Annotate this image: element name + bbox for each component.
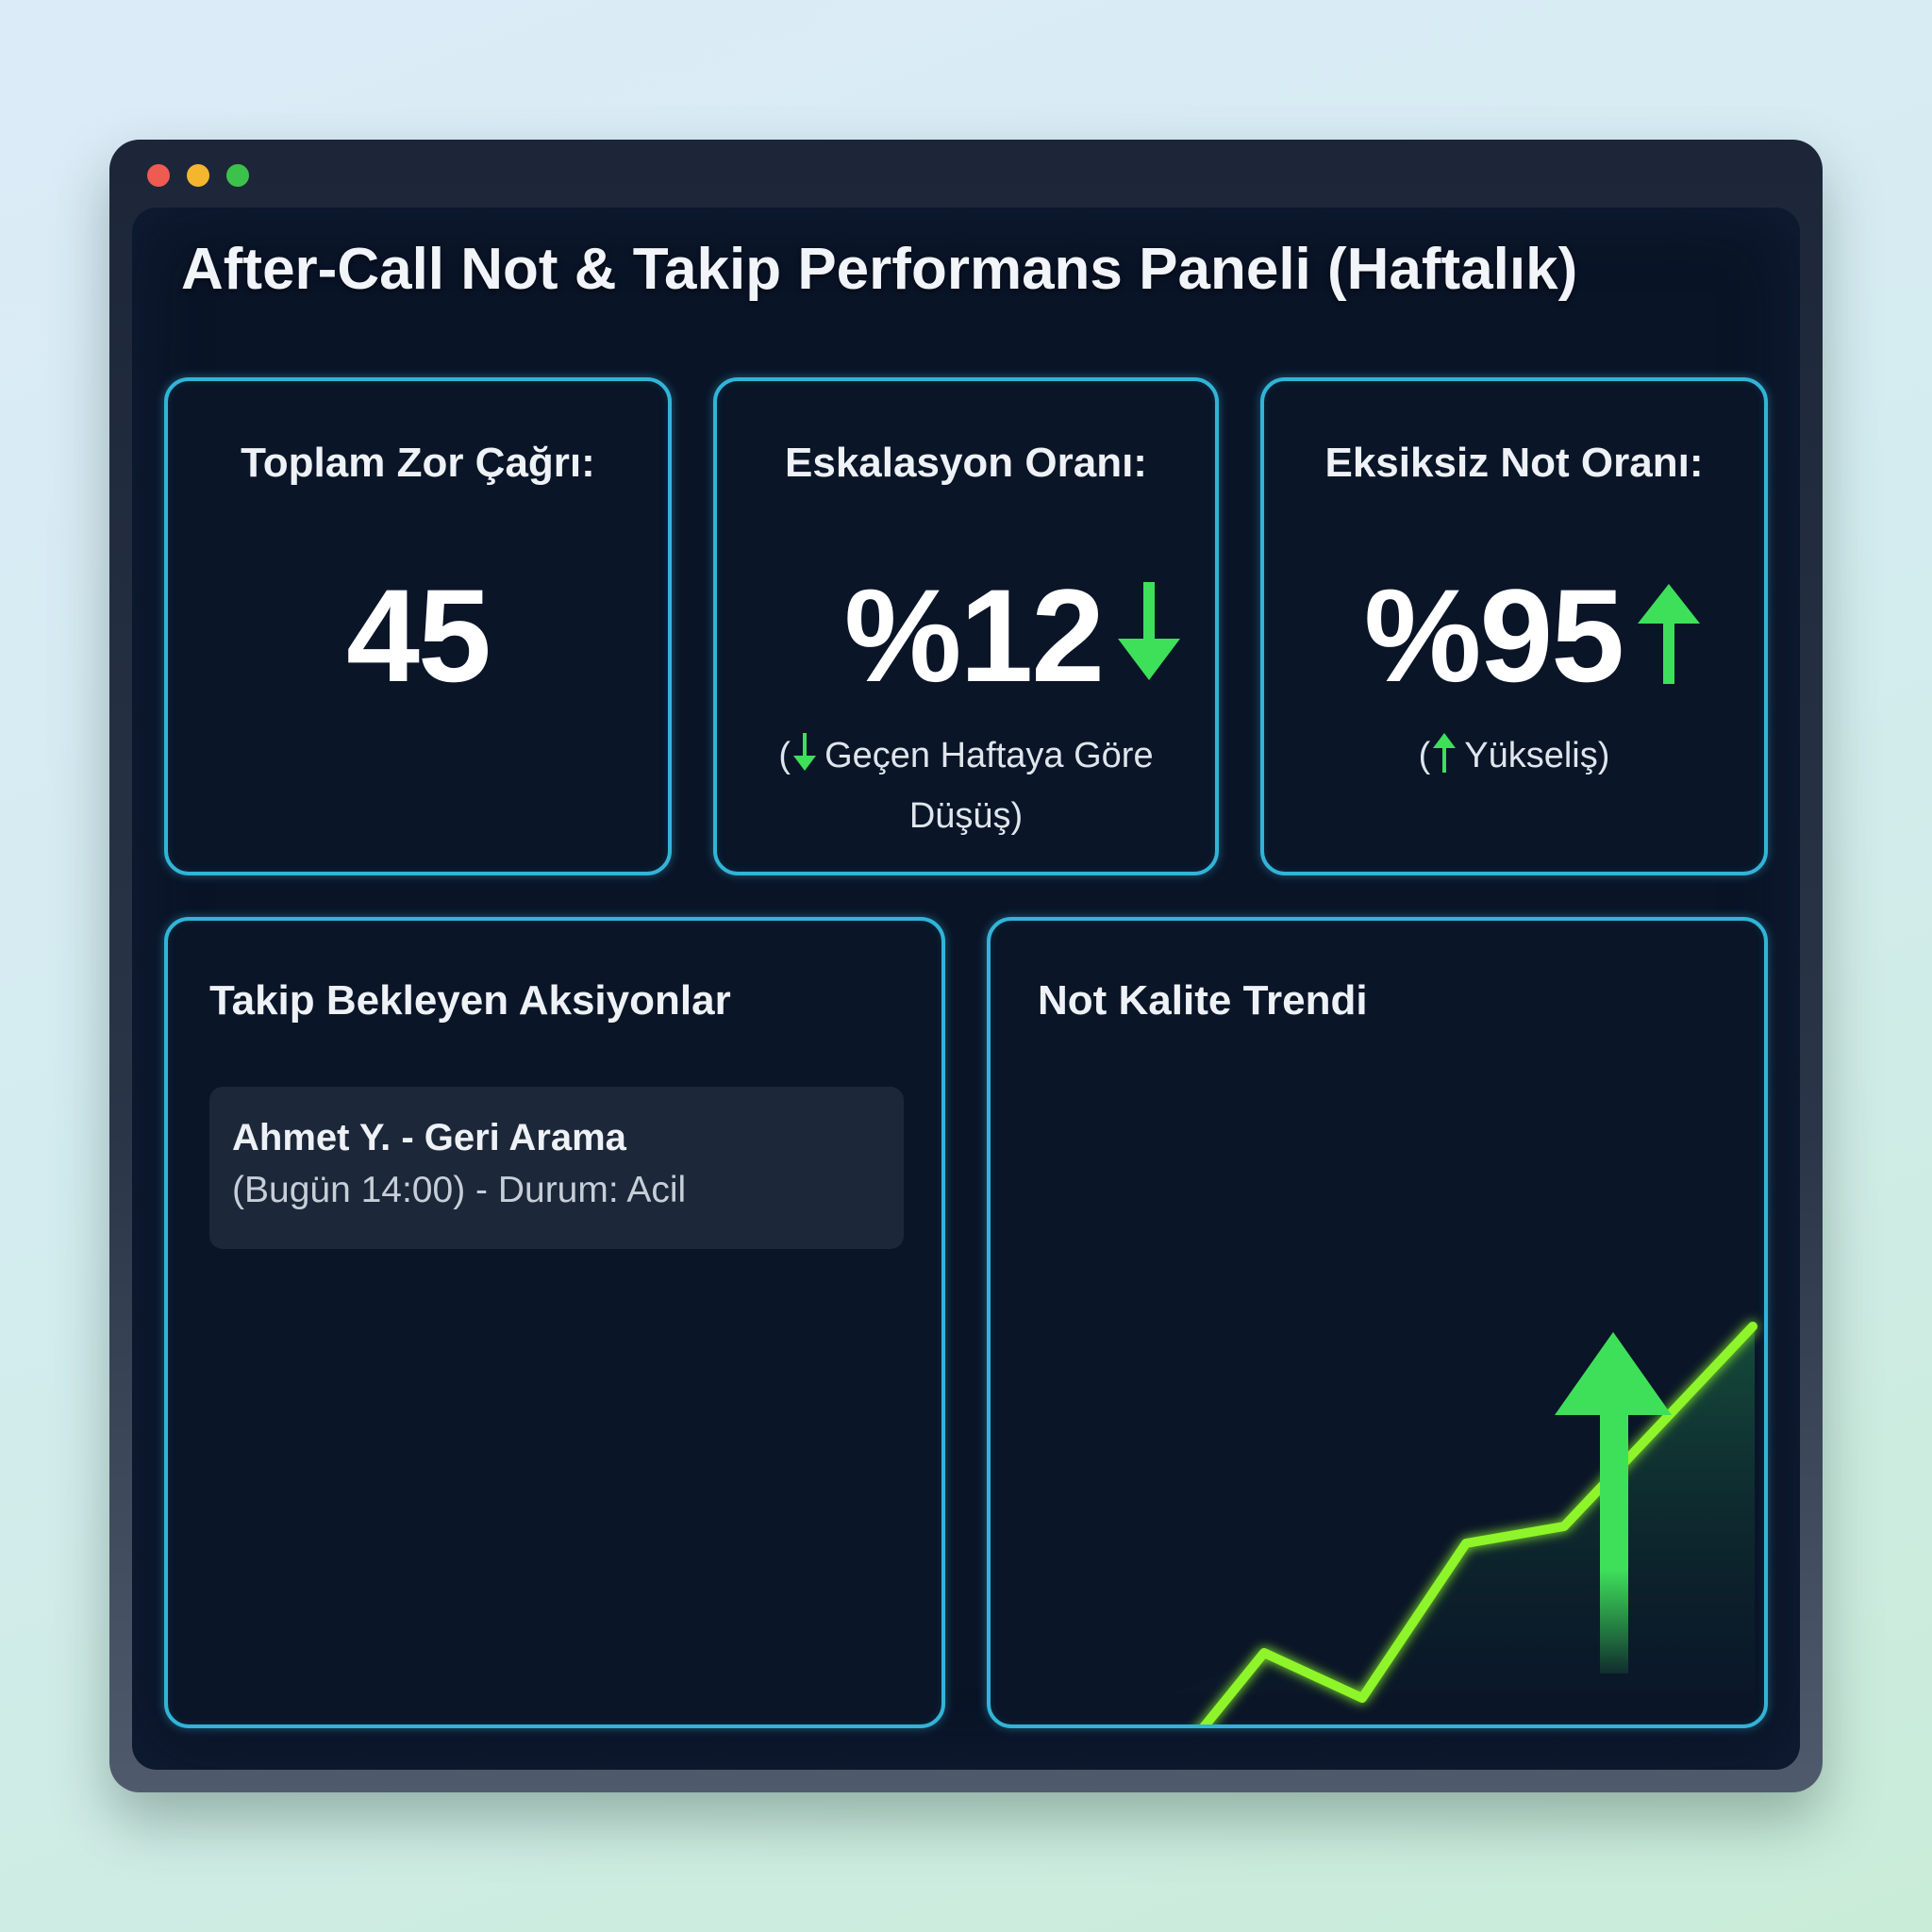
- minimize-button[interactable]: [187, 164, 209, 187]
- kpi-label: Toplam Zor Çağrı:: [241, 440, 595, 486]
- arrow-up-icon: [1555, 1332, 1672, 1674]
- section-title: Not Kalite Trendi: [1038, 977, 1368, 1024]
- trend-area: [1170, 1324, 1755, 1700]
- kpi-card-escalation-rate: Eskalasyon Oranı: %12 ( Geçen Haftaya Gör…: [713, 377, 1219, 875]
- kpi-value-row: %95: [1264, 570, 1764, 702]
- action-title: Ahmet Y. - Geri Arama: [232, 1117, 626, 1158]
- close-button[interactable]: [147, 164, 170, 187]
- kpi-label: Eksiksiz Not Oranı:: [1324, 440, 1704, 486]
- action-meta: (Bugün 14:00) - Durum: Acil: [232, 1170, 687, 1210]
- page-title: After-Call Not & Takip Performans Paneli…: [181, 237, 1578, 302]
- kpi-card-total-hard-calls: Toplam Zor Çağrı: 45: [164, 377, 672, 875]
- kpi-subtext: ( Yükseliş): [1292, 728, 1736, 789]
- kpi-value: %95: [1363, 561, 1624, 709]
- arrow-down-icon: [792, 733, 817, 789]
- arrow-up-icon: [1432, 733, 1457, 789]
- section-title: Takip Bekleyen Aksiyonlar: [209, 977, 731, 1024]
- paren-open: (: [1418, 736, 1431, 775]
- dashboard-panel: After-Call Not & Takip Performans Paneli…: [132, 208, 1800, 1770]
- pending-actions-panel: Takip Bekleyen Aksiyonlar Ahmet Y. - Ger…: [164, 917, 945, 1728]
- trend-description: Yükseliş): [1464, 736, 1610, 775]
- arrow-down-icon: [1116, 581, 1182, 691]
- kpi-value-row: 45: [168, 570, 668, 702]
- maximize-button[interactable]: [226, 164, 249, 187]
- paren-open: (: [778, 736, 791, 775]
- quality-trend-panel: Not Kalite Trendi: [987, 917, 1768, 1728]
- window-controls: [147, 164, 249, 187]
- kpi-value-row: %12: [717, 570, 1215, 702]
- kpi-value: 45: [346, 561, 491, 709]
- list-item[interactable]: Ahmet Y. - Geri Arama (Bugün 14:00) - Du…: [209, 1087, 904, 1249]
- kpi-subtext: ( Geçen Haftaya Göre Düşüş): [745, 728, 1187, 843]
- kpi-value: %12: [843, 561, 1105, 709]
- app-window: After-Call Not & Takip Performans Paneli…: [109, 140, 1823, 1792]
- kpi-label: Eskalasyon Oranı:: [785, 440, 1147, 486]
- trend-description: Geçen Haftaya Göre Düşüş): [824, 736, 1154, 836]
- trend-line-chart: [1170, 1322, 1757, 1724]
- kpi-card-complete-note-rate: Eksiksiz Not Oranı: %95 ( Yükseliş): [1260, 377, 1768, 875]
- arrow-up-icon: [1636, 582, 1702, 691]
- trend-line: [1199, 1322, 1757, 1724]
